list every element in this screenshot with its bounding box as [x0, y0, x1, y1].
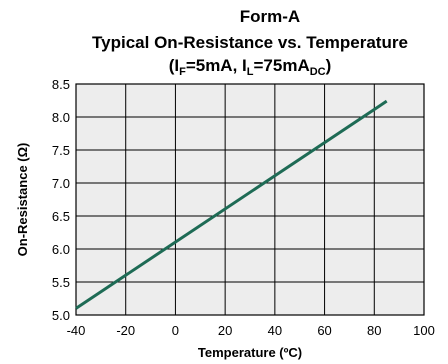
x-axis-label: Temperature (ºC) [198, 345, 302, 360]
y-axis-label: On-Resistance (Ω) [15, 143, 30, 257]
y-axis-ticks: 5.0 5.5 6.0 6.5 7.0 7.5 8.0 8.5 [52, 77, 70, 323]
plot-frame [75, 83, 425, 316]
x-axis-ticks: -40 -20 0 20 40 60 80 100 [67, 323, 435, 338]
chart-title-line-2: Typical On-Resistance vs. Temperature [92, 33, 408, 52]
plot-area [76, 84, 424, 315]
x-tick-label: -40 [67, 323, 86, 338]
x-tick-label: -20 [116, 323, 135, 338]
y-tick-label: 8.5 [52, 77, 70, 92]
grid-lines [75, 83, 425, 316]
x-tick-label: 100 [413, 323, 435, 338]
y-tick-label: 7.0 [52, 176, 70, 191]
series-line-0 [75, 99, 388, 310]
x-tick-label: 20 [218, 323, 232, 338]
y-tick-label: 6.5 [52, 209, 70, 224]
y-tick-label: 8.0 [52, 110, 70, 125]
chart-test-condition: (IF=5mA, IL=75mADC) [169, 56, 332, 78]
y-tick-label: 5.0 [52, 308, 70, 323]
chart-title-line-1: Form-A [240, 7, 300, 26]
x-tick-label: 0 [172, 323, 179, 338]
x-tick-label: 40 [268, 323, 282, 338]
data-series [75, 99, 388, 310]
x-tick-label: 80 [367, 323, 381, 338]
x-tick-label: 60 [317, 323, 331, 338]
y-tick-label: 5.5 [52, 275, 70, 290]
y-tick-label: 7.5 [52, 143, 70, 158]
y-tick-label: 6.0 [52, 242, 70, 257]
